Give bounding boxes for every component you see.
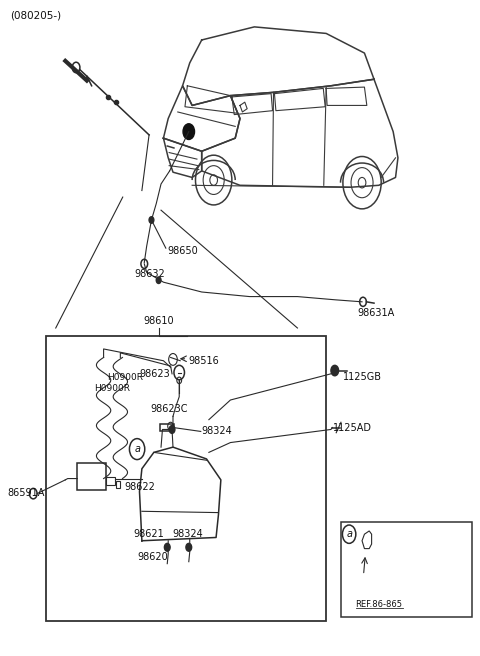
Text: 98516: 98516 xyxy=(189,356,219,366)
Text: 98620: 98620 xyxy=(137,552,168,562)
Text: H0900R: H0900R xyxy=(94,384,130,393)
Circle shape xyxy=(331,365,338,376)
Bar xyxy=(159,424,174,431)
Text: 86591A: 86591A xyxy=(8,488,45,498)
Text: REF.86-865: REF.86-865 xyxy=(355,600,402,609)
Text: 98631A: 98631A xyxy=(357,308,395,318)
Bar xyxy=(77,463,106,490)
Text: H0900R: H0900R xyxy=(107,373,143,382)
Text: 1125AD: 1125AD xyxy=(333,422,372,432)
Text: 98324: 98324 xyxy=(202,426,232,436)
Text: a: a xyxy=(346,529,352,539)
Circle shape xyxy=(186,543,192,551)
Text: a: a xyxy=(134,444,140,454)
Circle shape xyxy=(183,124,194,140)
Text: (080205-): (080205-) xyxy=(10,10,61,20)
Bar xyxy=(116,482,120,487)
Circle shape xyxy=(169,426,175,434)
Text: 98610: 98610 xyxy=(144,316,174,326)
Bar xyxy=(106,478,115,485)
Circle shape xyxy=(149,216,154,223)
Bar xyxy=(340,522,472,617)
Text: 98650: 98650 xyxy=(167,246,198,256)
Text: 98324: 98324 xyxy=(172,529,203,539)
Text: 98632: 98632 xyxy=(135,270,166,279)
Bar xyxy=(46,336,326,621)
Text: 1125GB: 1125GB xyxy=(343,372,382,382)
Circle shape xyxy=(156,277,161,283)
Text: 98622: 98622 xyxy=(124,482,155,492)
Text: 98623: 98623 xyxy=(140,369,170,379)
Text: 98621: 98621 xyxy=(134,529,165,539)
Circle shape xyxy=(164,543,170,551)
Text: 98623C: 98623C xyxy=(151,403,188,413)
